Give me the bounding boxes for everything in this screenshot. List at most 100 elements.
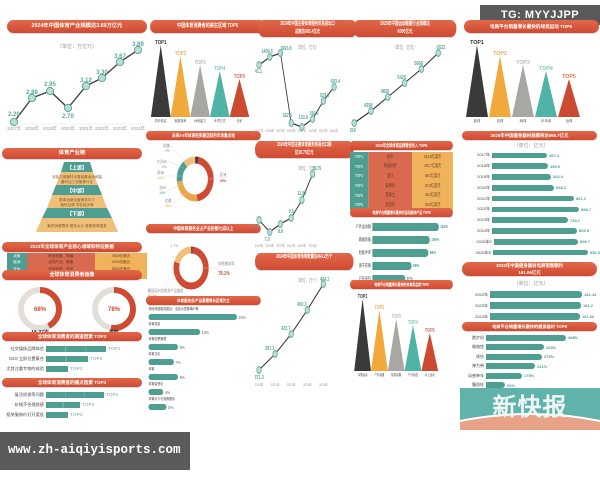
svg-text:（单位：万个）: （单位：万个）	[296, 276, 319, 284]
svg-text:68%: 68%	[34, 307, 47, 313]
svg-text:2017年: 2017年	[7, 125, 22, 131]
svg-text:78.1%: 78.1%	[218, 271, 230, 276]
svg-text:TOP1: TOP1	[470, 40, 484, 46]
svg-text:16%: 16%	[159, 191, 166, 195]
svg-text:户外用品: 户外用品	[408, 371, 418, 377]
svg-text:1041.1: 1041.1	[255, 68, 262, 75]
svg-text:（单位：万亿元）: （单位：万亿元）	[57, 43, 97, 50]
svg-text:529.9: 529.9	[320, 92, 330, 99]
svg-text:家庭观考: 家庭观考	[175, 118, 187, 123]
svg-text:78%: 78%	[108, 307, 121, 313]
svg-text:1683.8: 1683.8	[280, 45, 292, 52]
svg-text:TOP1: TOP1	[358, 293, 368, 299]
svg-text:4398: 4398	[364, 102, 373, 109]
svg-text:2024年: 2024年	[330, 127, 339, 133]
svg-text:2022年: 2022年	[287, 242, 296, 248]
svg-text:智能装备: 智能装备	[391, 371, 401, 377]
svg-text:2.95: 2.95	[44, 82, 56, 88]
svg-text:2019年: 2019年	[43, 125, 58, 131]
svg-text:2023年: 2023年	[319, 127, 328, 133]
svg-text:2019年: 2019年	[255, 242, 264, 248]
svg-text:TOP5: TOP5	[234, 74, 246, 81]
svg-text:2024年: 2024年	[308, 242, 317, 248]
svg-text:193.9: 193.9	[299, 114, 309, 121]
svg-text:【上游】: 【上游】	[67, 165, 87, 172]
svg-text:TOP5: TOP5	[562, 74, 576, 80]
svg-text:2018年: 2018年	[25, 125, 40, 131]
svg-text:397.1: 397.1	[265, 345, 275, 352]
svg-text:2023年: 2023年	[113, 125, 128, 131]
svg-text:北美: 北美	[165, 198, 172, 203]
svg-text:371.3: 371.3	[255, 374, 264, 381]
svg-text:1406.5: 1406.5	[261, 48, 273, 55]
svg-text:TOP4: TOP4	[214, 66, 226, 73]
svg-text:2.20: 2.20	[8, 112, 20, 118]
svg-text:2023年: 2023年	[303, 381, 312, 387]
svg-text:182.5: 182.5	[282, 112, 292, 119]
svg-text:非洲: 非洲	[159, 185, 166, 190]
svg-text:1.7%: 1.7%	[171, 244, 179, 248]
svg-text:2023年: 2023年	[298, 242, 307, 248]
svg-text:休闲能力: 休闲能力	[194, 118, 206, 123]
svg-text:TOP3: TOP3	[391, 313, 401, 319]
svg-text:TOP4: TOP4	[539, 66, 553, 72]
svg-text:2020年: 2020年	[265, 242, 274, 248]
svg-text:5425: 5425	[397, 74, 406, 81]
svg-text:2020年: 2020年	[61, 125, 76, 131]
svg-text:TOP2: TOP2	[375, 304, 385, 310]
svg-text:2022年: 2022年	[95, 125, 110, 131]
svg-text:2.70: 2.70	[62, 114, 74, 120]
svg-text:2017年: 2017年	[255, 127, 264, 133]
svg-text:11.87: 11.87	[297, 190, 306, 197]
svg-text:45%: 45%	[220, 179, 227, 183]
svg-text:5868: 5868	[414, 60, 423, 67]
svg-text:TOP3: TOP3	[516, 60, 530, 66]
svg-text:3.30: 3.30	[96, 70, 108, 76]
svg-text:亚洲: 亚洲	[220, 172, 227, 177]
svg-text:8.0: 8.0	[278, 228, 283, 235]
svg-text:（单位：亿元）: （单位：亿元）	[392, 43, 416, 51]
svg-text:693.4: 693.4	[331, 78, 341, 85]
svg-text:器材加工设备等行业: 器材加工设备等行业	[61, 179, 94, 184]
svg-text:（单位：亿元）: （单位：亿元）	[296, 43, 319, 51]
svg-text:422.7: 422.7	[281, 325, 291, 332]
svg-text:【中游】: 【中游】	[67, 188, 87, 195]
svg-text:户外装备: 户外装备	[374, 371, 384, 377]
svg-text:3.89: 3.89	[132, 42, 144, 48]
svg-text:篮球: 篮球	[474, 118, 481, 123]
svg-text:TOP4: TOP4	[408, 319, 418, 325]
svg-text:同价购买: 同价购买	[155, 118, 167, 123]
svg-text:2021年: 2021年	[276, 242, 285, 248]
svg-text:TOP1: TOP1	[155, 40, 167, 47]
svg-text:网球: 网球	[520, 118, 527, 123]
svg-text:4826: 4826	[381, 88, 390, 95]
svg-text:9.5: 9.5	[289, 208, 294, 215]
svg-text:2020年: 2020年	[255, 381, 264, 387]
svg-text:2024年: 2024年	[319, 381, 328, 387]
svg-text:2021年: 2021年	[271, 381, 280, 387]
svg-text:2021年: 2021年	[298, 127, 307, 133]
svg-text:2020年: 2020年	[287, 127, 296, 133]
svg-text:2021年: 2021年	[79, 125, 94, 131]
svg-text:6522: 6522	[437, 44, 446, 51]
svg-text:2%: 2%	[165, 149, 170, 153]
svg-text:7.0: 7.0	[264, 236, 269, 243]
svg-text:3.12: 3.12	[80, 78, 92, 84]
svg-text:450.3: 450.3	[297, 301, 307, 308]
svg-text:欧美: 欧美	[163, 143, 170, 148]
svg-text:TOP2: TOP2	[175, 51, 187, 58]
svg-text:台球: 台球	[566, 118, 573, 123]
svg-text:足球: 足球	[497, 118, 504, 123]
svg-text:TOP3: TOP3	[195, 60, 207, 67]
svg-text:3656: 3656	[350, 127, 356, 134]
svg-text:涉及刀钢器材冰雪装置运动和装: 涉及刀钢器材冰雪装置运动和装	[52, 174, 103, 179]
svg-text:2.88: 2.88	[26, 90, 38, 96]
svg-text:9.2: 9.2	[255, 223, 259, 230]
svg-text:TOP2: TOP2	[493, 51, 507, 57]
svg-text:2019年: 2019年	[276, 127, 285, 133]
svg-text:464.2: 464.2	[320, 276, 330, 283]
svg-text:2022年: 2022年	[308, 127, 317, 133]
svg-text:25%: 25%	[165, 204, 172, 208]
svg-text:最终消费群体 服务大众 竞赛体育观赏: 最终消费群体 服务大众 竞赛体育观赏	[47, 223, 107, 228]
svg-text:乒乓球: 乒乓球	[541, 118, 552, 123]
